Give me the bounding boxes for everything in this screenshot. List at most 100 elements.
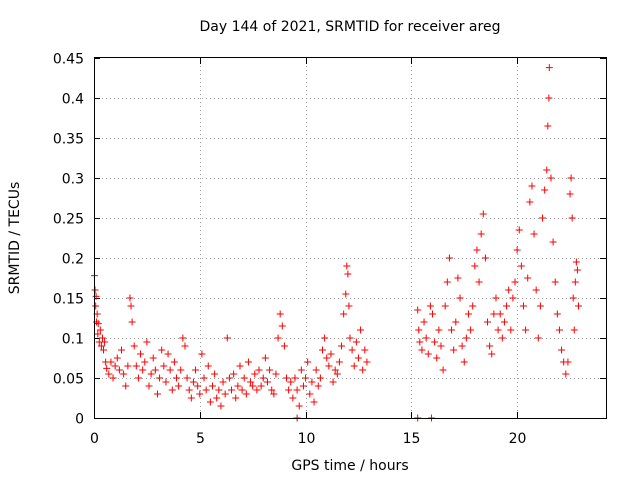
data-point bbox=[416, 338, 424, 346]
data-point bbox=[175, 382, 183, 390]
data-point bbox=[240, 374, 248, 382]
data-point bbox=[164, 350, 172, 358]
data-point bbox=[228, 386, 236, 394]
data-point bbox=[530, 230, 538, 238]
data-point bbox=[571, 278, 579, 286]
data-point bbox=[187, 394, 195, 402]
y-tick-label: 0 bbox=[75, 412, 84, 428]
y-tick-label: 0.45 bbox=[53, 52, 84, 68]
data-point bbox=[490, 310, 498, 318]
data-point bbox=[340, 310, 348, 318]
data-point bbox=[141, 358, 149, 366]
data-point bbox=[452, 318, 460, 326]
data-point bbox=[122, 382, 130, 390]
data-point bbox=[543, 166, 551, 174]
data-point bbox=[562, 370, 570, 378]
data-point bbox=[185, 386, 193, 394]
data-point bbox=[259, 374, 267, 382]
data-point bbox=[424, 350, 432, 358]
data-point bbox=[306, 390, 314, 398]
data-point bbox=[515, 226, 523, 234]
data-point bbox=[348, 346, 356, 354]
data-point bbox=[101, 338, 109, 346]
data-point bbox=[100, 346, 108, 354]
data-point bbox=[524, 274, 532, 282]
data-point bbox=[450, 346, 458, 354]
data-point bbox=[297, 366, 305, 374]
data-point bbox=[255, 366, 263, 374]
data-point bbox=[198, 350, 206, 358]
data-point bbox=[321, 334, 329, 342]
data-point bbox=[98, 334, 106, 342]
x-axis-label: GPS time / hours bbox=[291, 458, 408, 474]
data-point bbox=[477, 230, 485, 238]
data-point bbox=[479, 210, 487, 218]
data-point bbox=[503, 302, 511, 310]
data-point bbox=[445, 254, 453, 262]
data-point bbox=[156, 374, 164, 382]
data-point bbox=[415, 326, 423, 334]
data-point bbox=[137, 350, 145, 358]
data-point bbox=[492, 294, 500, 302]
data-point bbox=[327, 350, 335, 358]
data-point bbox=[261, 354, 269, 362]
y-tick-label: 0.25 bbox=[53, 212, 84, 228]
data-point bbox=[208, 382, 216, 390]
data-points bbox=[90, 64, 582, 422]
y-tick-label: 0.15 bbox=[53, 292, 84, 308]
data-point bbox=[460, 358, 468, 366]
data-point bbox=[342, 290, 350, 298]
data-point bbox=[357, 326, 365, 334]
x-tick-label: 5 bbox=[196, 431, 205, 447]
data-point bbox=[211, 370, 219, 378]
data-point bbox=[266, 366, 274, 374]
data-point bbox=[429, 310, 437, 318]
x-axis-ticks: 0 5 10 15 20 bbox=[90, 58, 526, 447]
data-point bbox=[361, 346, 369, 354]
data-point bbox=[541, 186, 549, 194]
data-point bbox=[572, 258, 580, 266]
data-point bbox=[359, 366, 367, 374]
data-point bbox=[111, 362, 119, 370]
data-point bbox=[302, 374, 310, 382]
data-point bbox=[202, 386, 210, 394]
data-point bbox=[139, 366, 147, 374]
data-point bbox=[253, 386, 261, 394]
data-point bbox=[272, 370, 280, 378]
data-point bbox=[534, 334, 542, 342]
data-point bbox=[147, 370, 155, 378]
data-point bbox=[310, 398, 318, 406]
data-point bbox=[511, 278, 519, 286]
data-point bbox=[564, 358, 572, 366]
data-point bbox=[173, 374, 181, 382]
data-point bbox=[519, 302, 527, 310]
data-point bbox=[189, 378, 197, 386]
data-point bbox=[293, 386, 301, 394]
y-axis-label: SRMTID / TECUs bbox=[7, 182, 23, 295]
data-point bbox=[553, 310, 561, 318]
data-point bbox=[338, 342, 346, 350]
data-point bbox=[569, 294, 577, 302]
data-point bbox=[549, 238, 557, 246]
data-point bbox=[544, 122, 552, 130]
data-point bbox=[247, 378, 255, 386]
data-point bbox=[128, 318, 136, 326]
data-point bbox=[149, 354, 157, 362]
data-point bbox=[494, 326, 502, 334]
data-point bbox=[103, 364, 111, 372]
data-point bbox=[545, 94, 553, 102]
data-point bbox=[325, 362, 333, 370]
data-point bbox=[331, 366, 339, 374]
data-point bbox=[517, 262, 525, 270]
data-point bbox=[431, 338, 439, 346]
data-point bbox=[249, 382, 257, 390]
y-axis-ticks: 0 0.05 0.1 0.15 0.2 0.25 0.3 0.35 0.4 0.45 bbox=[53, 52, 606, 428]
data-point bbox=[532, 286, 540, 294]
data-point bbox=[484, 318, 492, 326]
data-point bbox=[92, 302, 100, 310]
data-point bbox=[270, 390, 278, 398]
data-point bbox=[471, 262, 479, 270]
data-point bbox=[475, 278, 483, 286]
data-point bbox=[124, 362, 132, 370]
